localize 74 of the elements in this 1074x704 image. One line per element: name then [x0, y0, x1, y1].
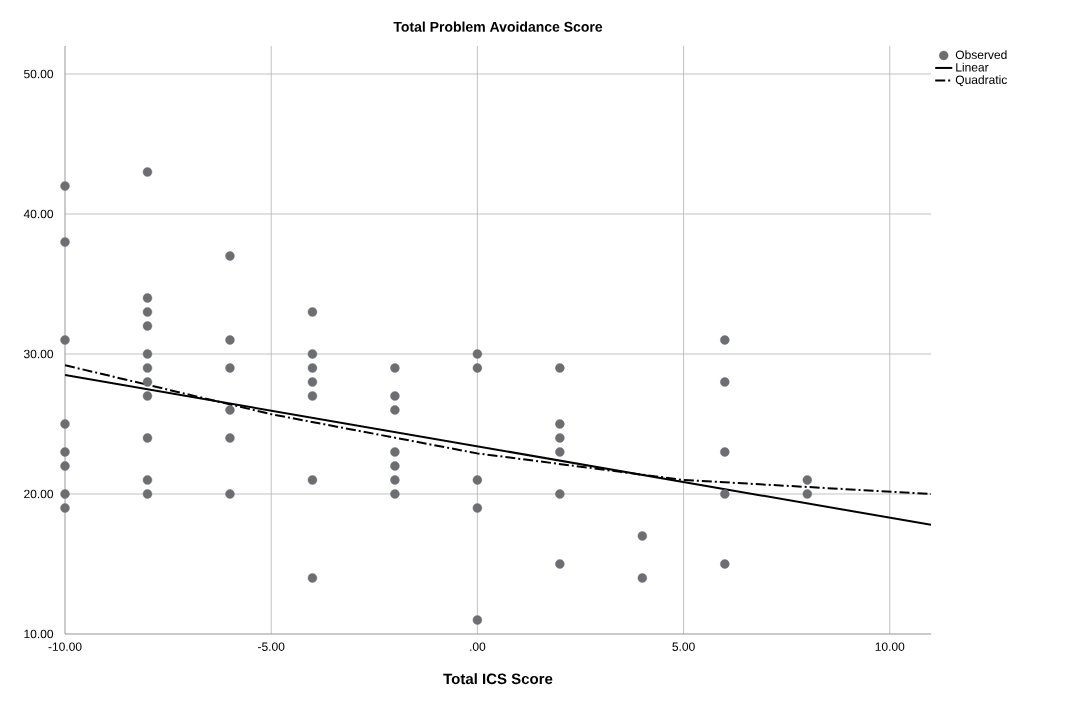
point: [720, 377, 730, 387]
y-tick-label: 50.00: [24, 69, 54, 79]
point: [720, 335, 730, 345]
point: [472, 363, 483, 373]
point: [720, 447, 730, 457]
point: [802, 489, 812, 499]
point: [225, 433, 235, 443]
point: [60, 181, 70, 191]
point: [390, 447, 400, 457]
point: [307, 475, 318, 485]
point: [390, 405, 400, 415]
point: [142, 293, 153, 303]
legend-label: Quadratic: [955, 75, 1007, 87]
point: [60, 237, 70, 247]
point: [555, 433, 565, 443]
point: [142, 433, 153, 443]
point: [555, 559, 565, 569]
x-tick-label: 5.00: [672, 642, 695, 651]
x-tick-label: -5.00: [258, 642, 285, 651]
point: [142, 391, 153, 401]
point: [225, 335, 235, 345]
point: [720, 559, 730, 569]
point: [225, 489, 235, 499]
point: [142, 167, 153, 177]
point: [637, 531, 648, 541]
point: [802, 475, 812, 485]
point: [307, 391, 318, 401]
point: [307, 363, 318, 373]
point: [225, 405, 235, 415]
x-axis-title: Total ICS Score: [443, 673, 553, 685]
point: [307, 349, 318, 359]
point: [307, 307, 318, 317]
point: [142, 321, 153, 331]
point: [472, 503, 483, 513]
point: [555, 447, 565, 457]
point: [472, 349, 483, 359]
y-tick-label: 10.00: [24, 629, 54, 639]
point: [390, 475, 400, 485]
legend-label: Linear: [956, 62, 989, 72]
point: [142, 349, 153, 359]
point: [390, 391, 400, 401]
point: [555, 489, 565, 499]
point: [555, 363, 565, 373]
point: [60, 503, 70, 513]
point: [60, 489, 70, 499]
point: [472, 475, 483, 485]
x-tick-label: -10.00: [48, 642, 82, 651]
point: [142, 363, 153, 373]
point: [60, 447, 70, 457]
point: [637, 573, 648, 583]
y-tick-label: 40.00: [23, 209, 54, 219]
point: [307, 377, 318, 387]
chart-title: Total Problem Avoidance Score: [393, 21, 603, 32]
point: [225, 363, 235, 373]
point: [60, 335, 70, 345]
point: [60, 419, 70, 429]
y-tick-label: 30.00: [23, 349, 54, 359]
point: [390, 489, 400, 499]
point: [720, 489, 730, 499]
legend-label: Observed: [955, 50, 1007, 59]
point: [225, 251, 235, 261]
point: [390, 461, 400, 471]
x-tick-label: .00: [470, 642, 486, 651]
point: [390, 363, 400, 373]
point: [472, 615, 483, 625]
point: [307, 573, 318, 583]
point: [142, 377, 153, 387]
point: [142, 475, 153, 485]
point: [555, 419, 565, 429]
x-tick-label: 10.00: [875, 642, 905, 651]
point: [142, 307, 153, 317]
point: [60, 461, 70, 471]
point: [142, 489, 153, 499]
y-tick-label: 20.00: [24, 489, 54, 499]
